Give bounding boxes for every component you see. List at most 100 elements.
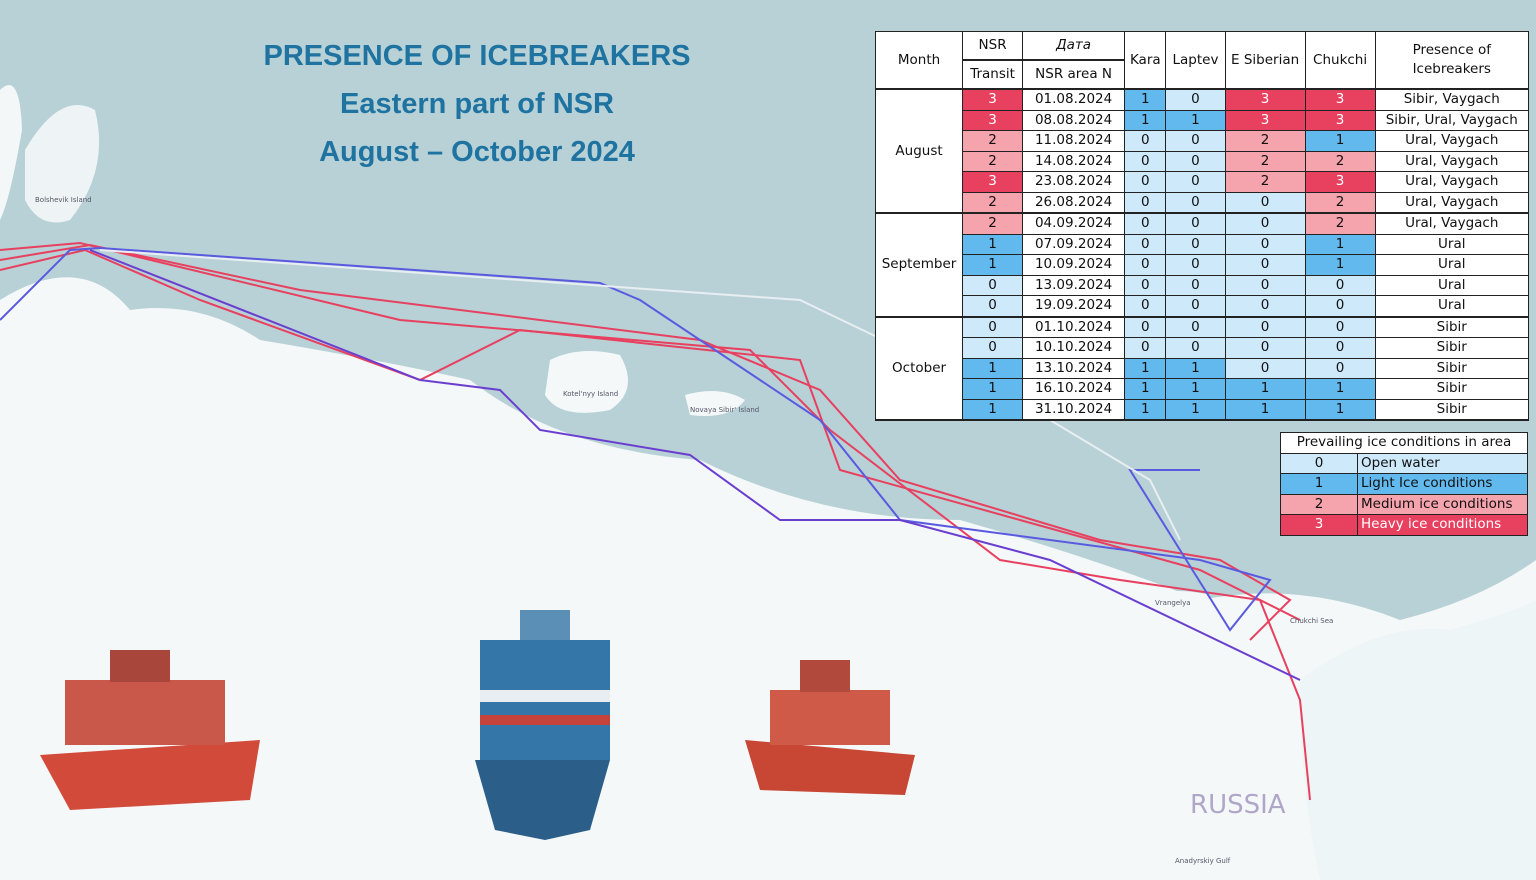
header-cell: Transit xyxy=(962,59,1024,90)
ice-level-cell: 0 xyxy=(962,316,1024,338)
ice-level-cell: 0 xyxy=(1224,191,1306,214)
ice-level-cell: 2 xyxy=(1224,171,1306,193)
presence-cell: Ural xyxy=(1374,254,1530,276)
ice-level-cell: 3 xyxy=(962,171,1024,193)
ice-level-cell: 0 xyxy=(1165,150,1226,172)
legend-row: 3 Heavy ice conditions xyxy=(1280,514,1528,536)
header-row: Month NSR Дата Kara Laptev E Siberian Chukchi P… xyxy=(874,31,1530,90)
presence-cell: Sibir xyxy=(1374,337,1530,359)
presence-cell: Sibir, Vaygach xyxy=(1374,88,1530,111)
header-text: Presence of xyxy=(1412,42,1491,58)
month-cell: October xyxy=(874,316,964,421)
ice-level-cell: 0 xyxy=(1224,295,1306,318)
ice-level-cell: 1 xyxy=(1124,357,1167,379)
date-cell: 08.08.2024 xyxy=(1022,109,1126,131)
ice-level-cell: 0 xyxy=(1165,316,1226,338)
land xyxy=(0,85,22,220)
map-label: Chukchi Sea xyxy=(1290,617,1333,625)
ice-level-cell: 0 xyxy=(962,337,1024,359)
date-cell: 19.09.2024 xyxy=(1022,295,1126,318)
map-label: Novaya Sibir' Island xyxy=(690,406,759,414)
title: PRESENCE OF ICEBREAKERS xyxy=(263,40,690,72)
map-label: Kotel'nyy Island xyxy=(563,390,618,398)
ice-level-cell: 0 xyxy=(962,295,1024,318)
legend-label: Open water xyxy=(1357,452,1528,474)
ice-level-cell: 3 xyxy=(962,109,1024,131)
ice-level-cell: 0 xyxy=(1224,212,1306,235)
ice-level-cell: 0 xyxy=(1124,233,1167,255)
ice-level-cell: 1 xyxy=(1304,130,1376,152)
ice-level-cell: 0 xyxy=(1124,337,1167,359)
date-cell: 07.09.2024 xyxy=(1022,233,1126,255)
data-row: 0 19.09.2024 0 0 0 0 Ural xyxy=(876,295,1530,318)
ice-level-cell: 1 xyxy=(962,357,1024,379)
date-cell: 26.08.2024 xyxy=(1022,191,1126,214)
legend-value: 3 xyxy=(1280,514,1358,536)
map-label: Bolshevik Island xyxy=(35,196,92,204)
ice-level-cell: 1 xyxy=(1224,398,1306,421)
island xyxy=(685,391,745,416)
ice-level-cell: 1 xyxy=(1224,378,1306,400)
ice-level-cell: 1 xyxy=(1304,398,1376,421)
ice-level-cell: 0 xyxy=(1165,233,1226,255)
ice-level-cell: 0 xyxy=(1304,316,1376,338)
legend-title: Prevailing ice conditions in area xyxy=(1280,432,1528,454)
date-cell: 04.09.2024 xyxy=(1022,212,1126,235)
data-row: 2 14.08.2024 0 0 2 2 Ural, Vaygach xyxy=(876,150,1530,172)
land xyxy=(0,277,1536,880)
ice-level-cell: 1 xyxy=(1124,88,1167,111)
island xyxy=(545,351,628,413)
data-row: 2 26.08.2024 0 0 0 2 Ural, Vaygach xyxy=(876,191,1530,214)
legend: Prevailing ice conditions in area 0 Open w… xyxy=(1280,432,1528,536)
land xyxy=(25,105,100,223)
track xyxy=(0,246,1272,632)
presence-cell: Ural, Vaygach xyxy=(1374,171,1530,193)
date-cell: 13.10.2024 xyxy=(1022,357,1126,379)
ice-level-cell: 1 xyxy=(1165,398,1226,421)
ice-level-cell: 0 xyxy=(1124,130,1167,152)
header-cell: Laptev xyxy=(1165,31,1226,90)
ice-level-cell: 0 xyxy=(1124,171,1167,193)
legend-row: 2 Medium ice conditions xyxy=(1280,493,1528,515)
header-text: Icebreakers xyxy=(1412,61,1491,77)
ice-level-cell: 0 xyxy=(1124,274,1167,296)
ice-level-cell: 1 xyxy=(1304,233,1376,255)
ice-level-cell: 1 xyxy=(962,254,1024,276)
legend-row: 1 Light Ice conditions xyxy=(1280,473,1528,495)
data-row: 1 07.09.2024 0 0 0 1 Ural xyxy=(876,233,1530,255)
data-row: 1 10.09.2024 0 0 0 1 Ural xyxy=(876,254,1530,276)
legend-label: Heavy ice conditions xyxy=(1357,514,1528,536)
ice-level-cell: 0 xyxy=(1165,295,1226,318)
data-row: 0 13.09.2024 0 0 0 0 Ural xyxy=(876,274,1530,296)
ice-level-cell: 0 xyxy=(1165,171,1226,193)
data-row: 3 08.08.2024 1 1 3 3 Sibir, Ural, Vaygach xyxy=(876,109,1530,131)
data-row: 0 10.10.2024 0 0 0 0 Sibir xyxy=(876,337,1530,359)
ice-level-cell: 0 xyxy=(1124,212,1167,235)
ice-level-cell: 0 xyxy=(1165,212,1226,235)
presence-cell: Ural, Vaygach xyxy=(1374,191,1530,214)
ice-level-cell: 0 xyxy=(1165,254,1226,276)
ice-level-cell: 0 xyxy=(1124,254,1167,276)
ice-level-cell: 3 xyxy=(1224,109,1306,131)
ice-level-cell: 2 xyxy=(1224,150,1306,172)
ice-level-cell: 0 xyxy=(1124,316,1167,338)
month-cell: September xyxy=(874,212,964,318)
track xyxy=(0,241,1311,801)
legend-label: Medium ice conditions xyxy=(1357,493,1528,515)
map-label: RUSSIA xyxy=(1190,790,1286,820)
ice-level-cell: 0 xyxy=(962,274,1024,296)
ice-level-cell: 0 xyxy=(1224,337,1306,359)
legend-label: Light Ice conditions xyxy=(1357,473,1528,495)
date-cell: 10.10.2024 xyxy=(1022,337,1126,359)
ice-level-cell: 0 xyxy=(1165,88,1226,111)
date-cell: 01.10.2024 xyxy=(1022,316,1126,338)
header-cell: E Siberian xyxy=(1224,31,1306,90)
data-row: October 0 01.10.2024 0 0 0 0 Sibir xyxy=(874,316,1530,421)
header-row: Transit NSR area N xyxy=(876,59,1529,90)
ice-level-cell: 1 xyxy=(1304,254,1376,276)
data-row: 1 16.10.2024 1 1 1 1 Sibir xyxy=(876,378,1530,400)
presence-cell: Ural, Vaygach xyxy=(1374,212,1530,235)
header-cell: NSR area N xyxy=(1022,59,1126,90)
date-cell: 31.10.2024 xyxy=(1022,398,1126,421)
